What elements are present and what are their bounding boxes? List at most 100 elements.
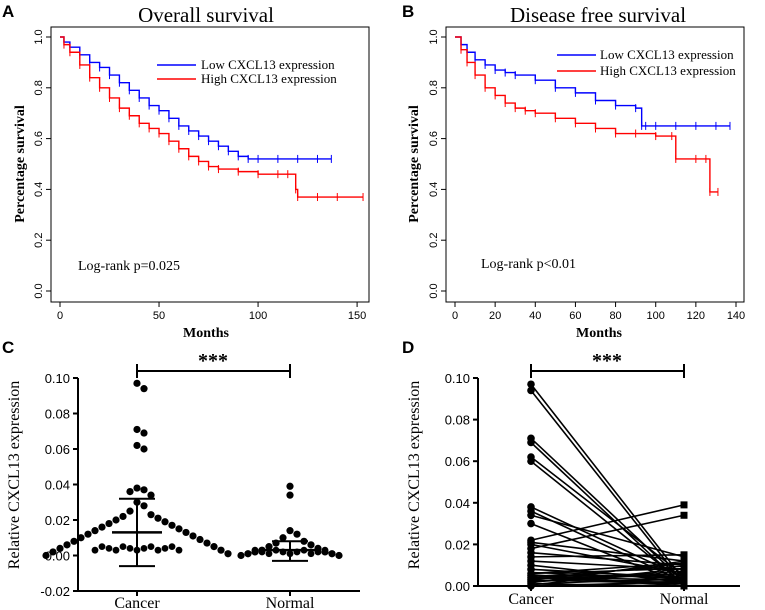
data-point bbox=[126, 507, 134, 515]
panel-a-xlabel: Months bbox=[183, 326, 229, 341]
panel-a-plot-frame bbox=[50, 26, 370, 303]
data-point bbox=[328, 550, 336, 558]
y-tick-label: 0.6 bbox=[428, 131, 440, 146]
data-point bbox=[161, 518, 169, 526]
data-point bbox=[265, 550, 273, 558]
km-curve-low bbox=[60, 36, 332, 160]
panel-b-disease-free-survival: B Disease free survival Percentage survi… bbox=[402, 2, 745, 341]
data-point bbox=[77, 534, 85, 542]
data-point bbox=[147, 511, 155, 519]
data-point bbox=[91, 546, 99, 554]
data-point bbox=[286, 482, 294, 490]
panel-d-ylabel: Relative CXCL13 expression bbox=[406, 381, 423, 569]
data-point bbox=[286, 491, 294, 499]
data-point bbox=[42, 551, 50, 560]
panel-a-letter: A bbox=[2, 2, 14, 21]
x-tick-label: 40 bbox=[529, 310, 541, 322]
data-point bbox=[161, 545, 169, 552]
y-tick-label: 0.08 bbox=[45, 407, 70, 422]
data-point bbox=[335, 551, 343, 560]
panel-b-curves bbox=[455, 36, 731, 196]
data-point bbox=[224, 550, 232, 558]
pair-line bbox=[530, 567, 685, 575]
data-point bbox=[98, 543, 106, 551]
panel-b-axes: 0 20 40 60 80 100 120 140 0.0 0.2 0.4 0.6 0.8 1.0 bbox=[428, 29, 745, 322]
data-point bbox=[203, 539, 211, 547]
category-label: Normal bbox=[660, 591, 709, 608]
x-tick-label: 80 bbox=[609, 310, 621, 322]
data-point bbox=[119, 543, 127, 551]
data-point bbox=[133, 379, 141, 387]
category-label: Cancer bbox=[508, 591, 554, 608]
y-tick-label: 0.4 bbox=[428, 182, 440, 197]
panel-a-overall-survival: A Overall survival Percentage survival M… bbox=[2, 2, 370, 341]
data-point bbox=[140, 429, 148, 437]
x-tick-label: 140 bbox=[727, 310, 745, 322]
pair-line bbox=[530, 573, 685, 587]
data-point bbox=[237, 551, 245, 560]
data-point bbox=[49, 548, 57, 556]
data-point bbox=[154, 514, 162, 522]
category-label: Normal bbox=[266, 595, 315, 610]
x-tick-label: 50 bbox=[153, 310, 165, 322]
data-point bbox=[196, 535, 204, 544]
panel-a-ylabel: Percentage survival bbox=[13, 105, 28, 223]
y-tick-label: 0.06 bbox=[45, 442, 70, 457]
legend-high-label: High CXCL13 expression bbox=[600, 63, 736, 78]
x-tick-label: 100 bbox=[249, 310, 267, 322]
data-point bbox=[147, 543, 155, 551]
cancer-point bbox=[527, 380, 535, 389]
cancer-point bbox=[527, 457, 535, 466]
x-tick-label: 60 bbox=[569, 310, 581, 322]
panel-c-significance: *** bbox=[136, 350, 291, 378]
data-point bbox=[91, 527, 99, 535]
data-point bbox=[70, 537, 78, 545]
normal-point bbox=[680, 551, 688, 559]
data-point bbox=[140, 486, 148, 494]
pair-line bbox=[530, 383, 685, 581]
panel-b-ylabel: Percentage survival bbox=[407, 105, 422, 223]
panel-a-axes: 0 50 100 150 0.0 0.2 0.4 0.6 0.8 1.0 bbox=[33, 29, 366, 322]
data-point bbox=[84, 530, 92, 538]
y-tick-label: 0.0 bbox=[33, 283, 45, 298]
x-tick-label: 0 bbox=[57, 310, 63, 322]
data-point bbox=[154, 546, 162, 554]
data-point bbox=[147, 491, 155, 499]
data-point bbox=[56, 544, 64, 553]
data-point bbox=[307, 550, 315, 558]
x-tick-label: 150 bbox=[348, 310, 366, 322]
y-tick-label: 0.0 bbox=[428, 283, 440, 298]
panel-d-lines bbox=[527, 380, 688, 590]
panel-d-letter: D bbox=[402, 338, 414, 357]
pair-line bbox=[530, 554, 685, 558]
data-point bbox=[175, 525, 183, 533]
panel-b-xlabel: Months bbox=[576, 326, 622, 341]
panel-c-ylabel: Relative CXCL13 expression bbox=[6, 381, 23, 569]
data-point bbox=[112, 546, 120, 554]
data-point bbox=[168, 521, 176, 529]
pair-line bbox=[530, 504, 685, 542]
data-point bbox=[133, 425, 141, 434]
y-tick-label: 0.04 bbox=[445, 496, 470, 511]
data-point bbox=[63, 541, 71, 549]
legend-high-label: High CXCL13 expression bbox=[201, 71, 337, 86]
normal-point bbox=[680, 578, 688, 586]
y-tick-label: 0.10 bbox=[45, 371, 70, 386]
y-tick-label: 0.04 bbox=[45, 478, 70, 493]
legend-low-label: Low CXCL13 expression bbox=[201, 57, 335, 72]
data-point bbox=[98, 523, 106, 531]
data-point bbox=[105, 545, 113, 552]
data-point bbox=[140, 385, 148, 393]
panel-d-significance: *** bbox=[530, 350, 685, 378]
panel-b-title: Disease free survival bbox=[510, 3, 686, 27]
data-point bbox=[321, 546, 329, 554]
panel-d-axes: 0.00 0.02 0.04 0.06 0.08 0.10 Cancer Normal bbox=[445, 371, 740, 608]
category-label: Cancer bbox=[114, 595, 160, 610]
y-tick-label: 0.08 bbox=[445, 413, 470, 428]
y-tick-label: -0.02 bbox=[40, 584, 70, 599]
data-point bbox=[307, 541, 315, 549]
panel-b-legend: Low CXCL13 expression High CXCL13 expres… bbox=[557, 47, 736, 78]
data-point bbox=[189, 532, 197, 540]
normal-point bbox=[680, 511, 688, 519]
